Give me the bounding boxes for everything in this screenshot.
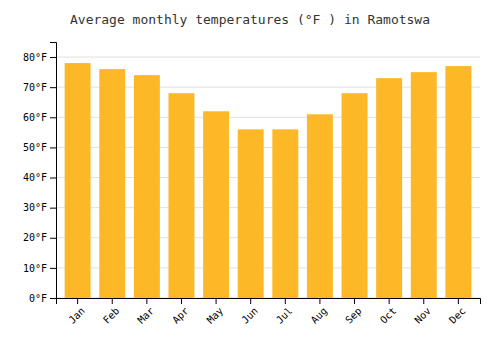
y-tick-mark — [50, 298, 56, 299]
x-tick-label: Aug — [309, 305, 330, 326]
x-tick: Jan — [66, 298, 87, 326]
y-tick: 0°F — [29, 293, 56, 304]
y-tick-mark — [50, 57, 56, 58]
grid — [56, 57, 480, 298]
x-tick-mark — [319, 298, 320, 304]
x-tick-mark — [181, 298, 182, 304]
chart: 0°F 10°F 20°F 30°F 40°F 50°F 60°F 70°F 80°F Jan Fe… — [0, 0, 500, 350]
y-tick: 80°F — [23, 52, 56, 63]
x-tick-label: Apr — [170, 305, 191, 326]
x-tick-label: Dec — [447, 305, 468, 326]
y-tick-label: 60°F — [23, 112, 47, 123]
y-tick-label: 70°F — [23, 82, 47, 93]
bar — [238, 129, 264, 298]
y-tick: 30°F — [23, 202, 56, 213]
x-tick-label: Jun — [239, 305, 260, 326]
y-tick-label: 10°F — [23, 263, 47, 274]
x-tick-label: Jan — [66, 305, 87, 326]
x-tick-label: Mar — [135, 305, 156, 326]
x-tick: Sep — [343, 298, 364, 326]
x-tick-mark — [216, 298, 217, 304]
x-tick-label: Oct — [378, 305, 399, 326]
y-tick: 50°F — [23, 142, 56, 153]
x-tick-mark — [389, 298, 390, 304]
y-tick-mark — [50, 268, 56, 269]
x-tick-mark — [146, 298, 147, 304]
y-tick: 70°F — [23, 82, 56, 93]
x-tick-mark — [423, 298, 424, 304]
title: Average monthly temperatures (°F ) in Ra… — [70, 12, 430, 27]
bar — [376, 78, 402, 298]
x-tick-mark — [354, 298, 355, 304]
y-tick: 40°F — [23, 172, 56, 183]
plot-area: 0°F 10°F 20°F 30°F 40°F 50°F 60°F 70°F 80°F Jan Fe… — [23, 43, 481, 326]
y-tick-mark — [50, 208, 56, 209]
y-tick-label: 80°F — [23, 52, 47, 63]
x-tick: Mar — [135, 298, 156, 326]
x-tick-mark — [112, 298, 113, 304]
x-tick: Jul — [274, 298, 295, 326]
bar — [411, 72, 437, 298]
x-tick-mark — [250, 298, 251, 304]
y-tick-label: 20°F — [23, 232, 47, 243]
y-tick-label: 50°F — [23, 142, 47, 153]
x-tick: Feb — [101, 298, 122, 326]
x-tick-label: Feb — [101, 305, 122, 326]
x-tick-mark — [77, 298, 78, 304]
x-tick: Jun — [239, 298, 260, 326]
y-tick-label: 30°F — [23, 202, 47, 213]
bar — [168, 93, 194, 298]
bar — [342, 93, 368, 298]
x-tick: Aug — [309, 298, 330, 326]
y-axis: 0°F 10°F 20°F 30°F 40°F 50°F 60°F 70°F 80°F — [23, 43, 57, 304]
y-tick: 10°F — [23, 263, 56, 274]
bar — [99, 69, 125, 298]
x-tick: Apr — [170, 298, 191, 326]
x-tick-label: Sep — [343, 305, 364, 326]
y-tick-mark — [50, 147, 56, 148]
bar — [272, 129, 298, 298]
y-tick: 20°F — [23, 232, 56, 243]
bar — [307, 114, 333, 298]
y-tick-mark — [50, 178, 56, 179]
y-tick-label: 40°F — [23, 172, 47, 183]
bar — [203, 111, 229, 298]
y-axis-line — [50, 43, 57, 299]
x-tick: Dec — [447, 298, 468, 326]
y-tick-label: 0°F — [29, 293, 47, 304]
bars — [65, 63, 472, 298]
x-tick: Nov — [412, 298, 433, 326]
x-tick: May — [205, 298, 226, 326]
bar — [65, 63, 91, 298]
grid-line — [56, 57, 480, 58]
x-tick-mark — [285, 298, 286, 304]
y-tick-mark — [50, 87, 56, 88]
x-axis-line — [57, 299, 481, 305]
x-tick-label: Jul — [274, 305, 295, 326]
x-axis: Jan Feb Mar Apr May Jun Jul Aug Sep Oct Nov Dec — [57, 298, 481, 326]
bar — [134, 75, 160, 298]
y-tick: 60°F — [23, 112, 56, 123]
x-tick-label: Nov — [412, 305, 433, 326]
y-tick-mark — [50, 238, 56, 239]
x-tick-mark — [458, 298, 459, 304]
x-tick-label: May — [205, 305, 226, 326]
y-tick-mark — [50, 117, 56, 118]
bar — [445, 66, 471, 298]
x-tick: Oct — [378, 298, 399, 326]
